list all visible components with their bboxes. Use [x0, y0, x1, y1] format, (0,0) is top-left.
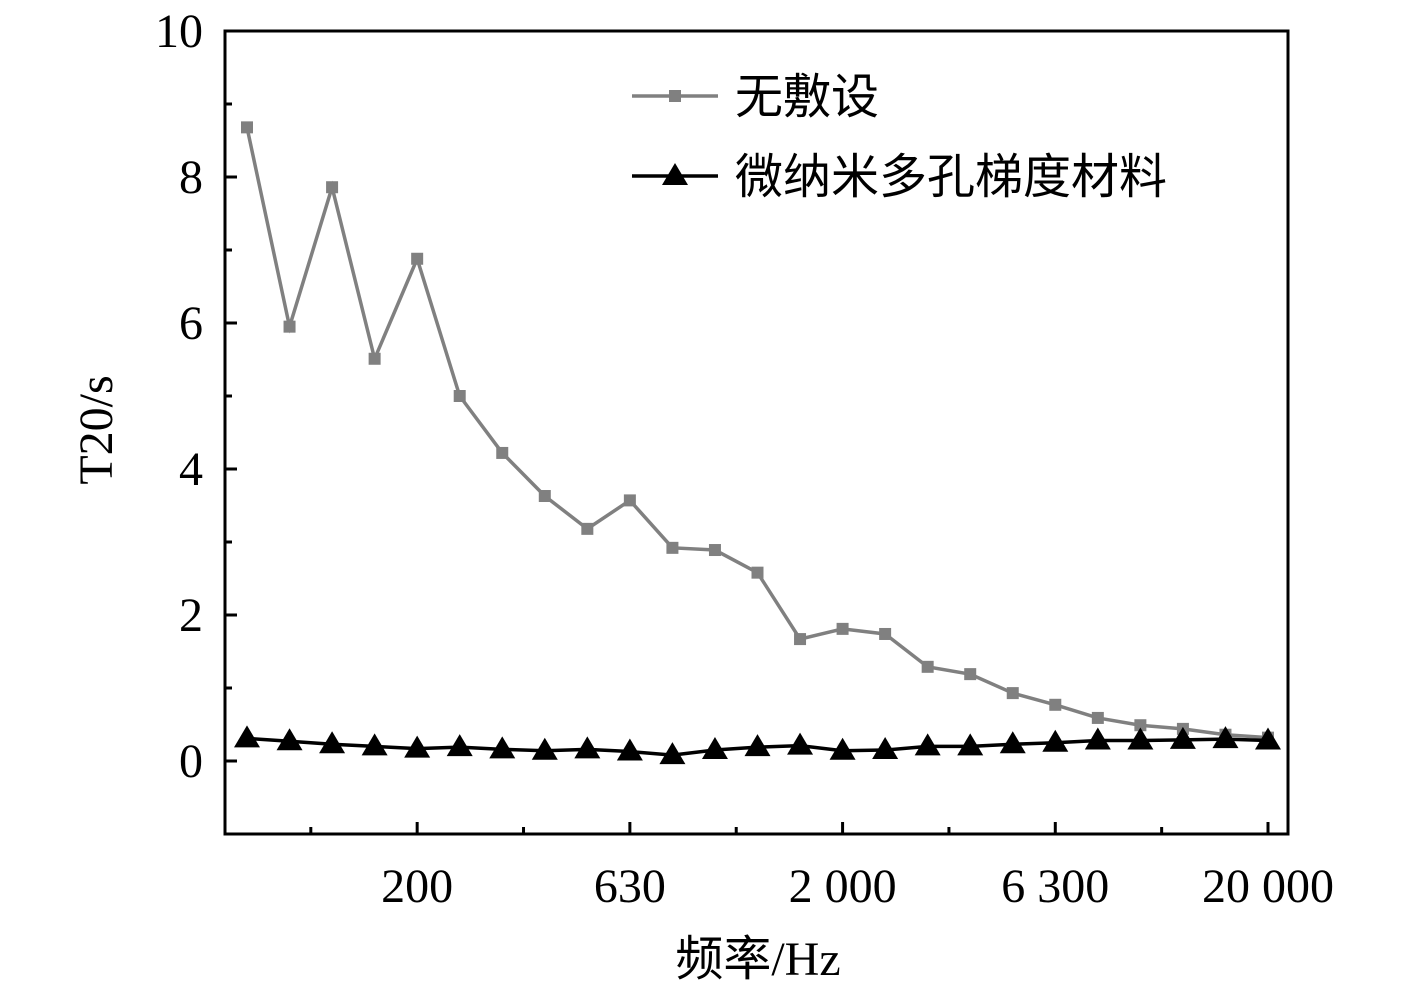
y-tick-label: 8 — [179, 151, 203, 204]
y-tick-label: 4 — [179, 443, 203, 496]
marker — [361, 733, 388, 756]
marker — [574, 736, 601, 759]
x-tick-label: 6 300 — [1001, 860, 1109, 913]
marker — [914, 733, 941, 756]
y-axis-label: T20/s — [70, 375, 123, 484]
marker — [1084, 727, 1111, 750]
legend-label: 微纳米多孔梯度材料 — [735, 151, 1167, 204]
marker — [496, 446, 509, 459]
y-tick-label: 6 — [179, 297, 203, 350]
marker — [489, 736, 516, 759]
x-tick-label: 630 — [594, 860, 666, 913]
marker — [581, 522, 594, 535]
marker — [1049, 698, 1062, 711]
marker — [957, 733, 984, 756]
x-axis-label: 频率/Hz — [675, 933, 840, 986]
marker — [1255, 727, 1281, 750]
marker — [787, 732, 814, 755]
x-tick-label: 200 — [381, 860, 453, 913]
marker — [1042, 729, 1069, 752]
x-tick-label: 20 000 — [1202, 860, 1334, 913]
marker — [241, 121, 253, 134]
marker — [326, 181, 339, 194]
marker — [964, 668, 977, 681]
marker — [666, 541, 679, 554]
marker — [1169, 726, 1196, 749]
marker — [1212, 726, 1239, 749]
legend-label: 无敷设 — [735, 71, 879, 124]
marker — [404, 735, 431, 758]
marker — [921, 660, 934, 673]
marker — [319, 731, 346, 754]
marker — [234, 725, 260, 748]
marker — [744, 734, 771, 757]
marker — [616, 738, 643, 761]
marker — [708, 544, 721, 557]
series-line — [245, 126, 1269, 740]
marker — [1006, 687, 1019, 700]
marker — [368, 352, 381, 365]
marker — [276, 728, 303, 751]
marker — [999, 731, 1026, 754]
marker — [836, 622, 849, 635]
marker — [794, 633, 807, 646]
y-tick-label: 0 — [179, 735, 203, 788]
y-tick-label: 2 — [179, 589, 203, 642]
marker — [701, 737, 728, 760]
marker — [879, 627, 892, 640]
plot-frame — [223, 29, 1290, 836]
marker — [751, 566, 764, 579]
legend-marker — [662, 163, 688, 185]
legend-marker — [669, 90, 681, 102]
marker — [453, 390, 466, 402]
marker — [1127, 727, 1154, 750]
marker — [872, 737, 899, 760]
y-tick-label: 10 — [155, 5, 203, 58]
marker — [531, 737, 558, 760]
marker — [659, 742, 686, 765]
marker — [411, 252, 424, 265]
marker — [1091, 711, 1104, 724]
marker — [1134, 719, 1147, 732]
x-tick-label: 2 000 — [789, 860, 897, 913]
marker — [538, 490, 551, 503]
marker — [446, 734, 473, 757]
marker — [623, 494, 636, 507]
marker — [283, 320, 296, 333]
marker — [829, 737, 856, 760]
